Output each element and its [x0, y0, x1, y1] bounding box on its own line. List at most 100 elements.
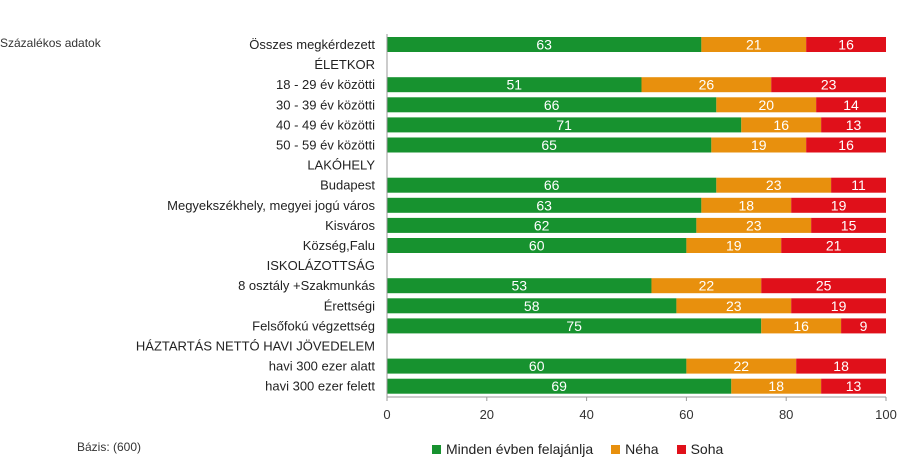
category-label: 8 osztály +Szakmunkás	[238, 278, 375, 293]
bar-segment-neha	[716, 177, 832, 193]
bar-value-label: 18	[833, 358, 849, 374]
bar-value-label: 18	[738, 197, 754, 213]
bar-segment-neha	[741, 117, 822, 133]
bar-segment-neha	[716, 97, 817, 113]
legend-item-minden: Minden évben felajánlja	[432, 441, 593, 457]
category-label: Község,Falu	[303, 238, 375, 253]
x-tick-label: 0	[383, 407, 390, 422]
bar-value-label: 19	[726, 238, 742, 254]
bar-segment-soha	[761, 278, 886, 294]
bar-segment-neha	[701, 37, 807, 52]
bar-segment-soha	[811, 217, 886, 233]
category-header-label: HÁZTARTÁS NETTÓ HAVI JÖVEDELEM	[136, 339, 375, 354]
bar-segment-neha	[711, 137, 807, 153]
bar-segment-minden	[387, 97, 717, 113]
category-label: Összes megkérdezett	[249, 37, 375, 52]
bar-segment-minden	[387, 378, 732, 394]
bar-value-label: 23	[726, 298, 742, 314]
bar-segment-minden	[387, 37, 702, 52]
bar-value-label: 22	[699, 278, 715, 294]
bar-value-label: 63	[536, 37, 552, 53]
category-header-label: ÉLETKOR	[314, 57, 375, 72]
bar-segment-minden	[387, 117, 742, 133]
bar-value-label: 20	[758, 97, 774, 113]
category-label: 40 - 49 év közötti	[276, 117, 375, 132]
bar-value-label: 11	[851, 177, 866, 193]
bar-segment-minden	[387, 318, 762, 334]
legend-label-neha: Néha	[625, 441, 659, 457]
x-tick-label: 40	[579, 407, 593, 422]
legend-item-soha: Soha	[676, 441, 724, 457]
bar-segment-minden	[387, 278, 652, 294]
bar-value-label: 18	[768, 378, 784, 394]
category-label: havi 300 ezer felett	[265, 379, 375, 394]
base-note: Bázis: (600)	[77, 440, 142, 454]
bar-value-label: 19	[751, 137, 767, 153]
category-label: Megyekszékhely, megyei jogú város	[167, 198, 375, 213]
category-header-label: LAKÓHELY	[307, 158, 375, 173]
bar-value-label: 23	[766, 177, 782, 193]
bar-segment-minden	[387, 217, 697, 233]
bar-value-label: 63	[536, 197, 552, 213]
legend-swatch-neha	[611, 444, 621, 454]
bar-value-label: 71	[556, 117, 572, 133]
bar-value-label: 51	[506, 77, 522, 93]
legend-swatch-minden	[432, 444, 441, 454]
category-label: 18 - 29 év közötti	[276, 77, 375, 92]
bar-segment-neha	[676, 298, 792, 314]
category-label: Kisváros	[325, 218, 375, 233]
legend-label-soha: Soha	[690, 441, 724, 457]
bar-value-label: 58	[524, 298, 540, 314]
bar-value-label: 19	[831, 197, 847, 213]
x-tick-label: 20	[480, 407, 494, 422]
bar-segment-minden	[387, 137, 712, 153]
legend-swatch-soha	[676, 444, 686, 454]
bar-value-label: 16	[838, 137, 854, 153]
bar-segment-neha	[761, 318, 842, 334]
category-label: Budapest	[320, 178, 375, 193]
bar-value-label: 23	[821, 77, 837, 93]
bar-segment-neha	[731, 378, 822, 394]
bar-segment-neha	[696, 217, 812, 233]
bar-segment-soha	[821, 117, 886, 133]
bar-value-label: 75	[566, 318, 582, 334]
category-header-label: ISKOLÁZOTTSÁG	[267, 258, 375, 273]
bar-segment-soha	[771, 77, 886, 93]
bar-value-label: 16	[793, 318, 809, 334]
category-label: havi 300 ezer alatt	[269, 359, 376, 374]
bar-value-label: 13	[846, 117, 862, 133]
chart-subtitle: Százalékos adatok	[0, 36, 101, 50]
x-tick-label: 100	[875, 407, 897, 422]
category-label: Felsőfokú végzettség	[252, 318, 375, 333]
bar-segment-neha	[686, 358, 797, 374]
bar-value-label: 25	[816, 278, 832, 294]
bar-value-label: 16	[838, 37, 854, 53]
bar-value-label: 26	[699, 77, 715, 93]
bar-value-label: 21	[746, 37, 762, 53]
x-tick-label: 60	[679, 407, 693, 422]
category-label: Érettségi	[324, 298, 375, 313]
bar-value-label: 15	[841, 217, 857, 233]
bar-value-label: 14	[843, 97, 859, 113]
bar-segment-neha	[701, 197, 792, 213]
bar-value-label: 66	[544, 97, 560, 113]
bar-segment-soha	[791, 197, 886, 213]
bar-value-label: 16	[773, 117, 789, 133]
bar-segment-neha	[641, 77, 772, 93]
category-label: 50 - 59 év közötti	[276, 138, 375, 153]
bar-segment-soha	[781, 238, 886, 253]
legend-label-minden: Minden évben felajánlja	[446, 441, 594, 457]
bar-segment-soha	[796, 358, 886, 374]
bar-segment-neha	[651, 278, 762, 294]
bar-value-label: 21	[826, 238, 842, 254]
bar-segment-minden	[387, 298, 677, 314]
bar-segment-minden	[387, 238, 687, 253]
bar-segment-soha	[806, 37, 886, 52]
legend-item-neha: Néha	[611, 441, 659, 457]
bar-value-label: 19	[831, 298, 847, 314]
category-label: 30 - 39 év közötti	[276, 97, 375, 112]
bar-segment-minden	[387, 177, 717, 193]
bar-segment-soha	[816, 97, 886, 113]
bar-segment-neha	[686, 238, 782, 253]
